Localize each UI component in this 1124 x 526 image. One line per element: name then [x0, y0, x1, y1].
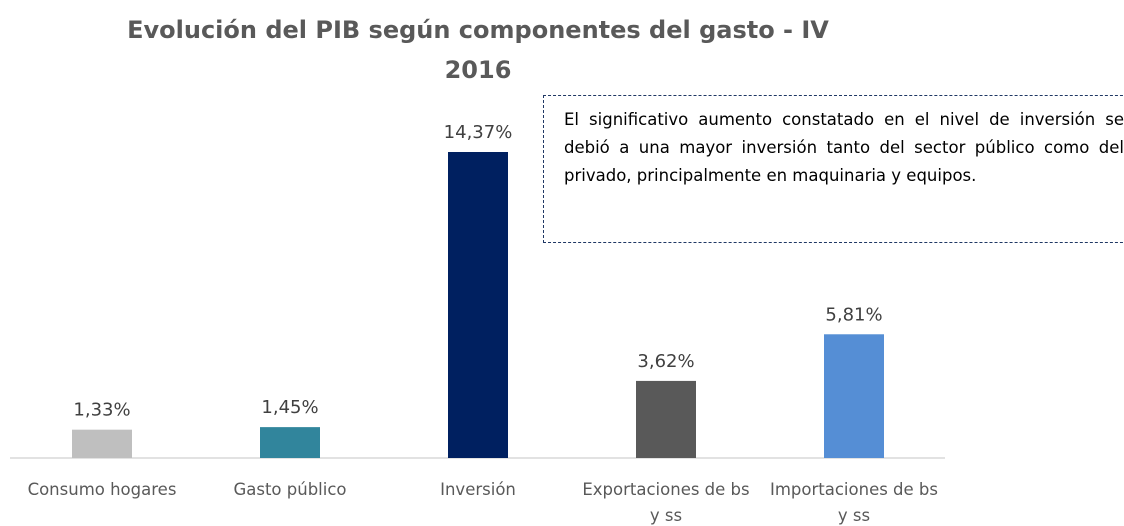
bar [636, 380, 696, 458]
x-tick-label: Gasto público [233, 480, 347, 499]
bar [824, 334, 884, 458]
x-tick-label: Consumo hogares [27, 480, 177, 499]
chart-title: Evolución del PIB según componentes del … [127, 16, 829, 84]
data-label: 1,33% [73, 400, 130, 421]
data-label: 1,45% [261, 397, 318, 418]
bar [72, 429, 132, 458]
x-tick-label: Inversión [440, 480, 516, 499]
annotation: El significativo aumento constatado en e… [543, 95, 1124, 243]
data-label: 3,62% [637, 351, 694, 372]
bar [260, 427, 320, 458]
x-tick-label: Exportaciones de bs y ss [582, 480, 750, 525]
data-label: 5,81% [825, 304, 882, 325]
x-tick-label: Importaciones de bs y ss [769, 480, 938, 525]
data-label: 14,37% [444, 122, 513, 143]
bar [448, 152, 508, 458]
